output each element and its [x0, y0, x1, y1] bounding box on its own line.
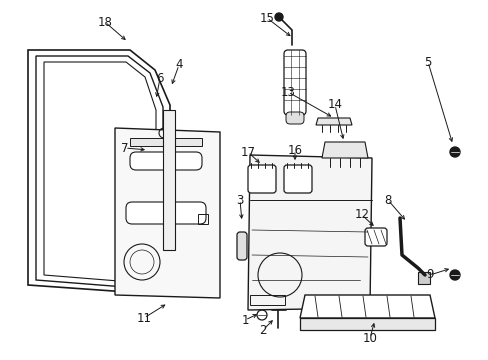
- Text: 9: 9: [426, 269, 433, 282]
- FancyBboxPatch shape: [126, 202, 205, 224]
- FancyBboxPatch shape: [130, 152, 202, 170]
- Text: 18: 18: [98, 15, 112, 28]
- Bar: [249, 295, 285, 305]
- Polygon shape: [28, 50, 170, 295]
- Text: 7: 7: [121, 141, 128, 154]
- Polygon shape: [247, 155, 371, 310]
- Text: 13: 13: [280, 85, 295, 99]
- FancyBboxPatch shape: [247, 165, 275, 193]
- Polygon shape: [321, 142, 367, 158]
- Bar: [130, 138, 202, 146]
- Text: 10: 10: [362, 332, 377, 345]
- Text: 11: 11: [136, 311, 151, 324]
- FancyBboxPatch shape: [285, 112, 304, 124]
- Bar: [417, 272, 429, 284]
- Text: 4: 4: [175, 58, 183, 72]
- Polygon shape: [299, 295, 434, 318]
- Text: 17: 17: [240, 145, 255, 158]
- Text: 2: 2: [259, 324, 266, 337]
- Bar: [163, 110, 175, 250]
- Text: 12: 12: [354, 208, 369, 221]
- Polygon shape: [36, 56, 163, 290]
- Polygon shape: [44, 62, 156, 284]
- FancyBboxPatch shape: [237, 232, 246, 260]
- FancyBboxPatch shape: [364, 228, 386, 246]
- Polygon shape: [299, 318, 434, 330]
- FancyBboxPatch shape: [284, 165, 311, 193]
- Bar: [198, 214, 207, 224]
- Text: 6: 6: [156, 72, 163, 85]
- Text: 8: 8: [384, 194, 391, 207]
- Polygon shape: [115, 128, 220, 298]
- Text: 3: 3: [236, 194, 243, 207]
- Text: 5: 5: [424, 55, 431, 68]
- Text: 15: 15: [259, 12, 274, 24]
- FancyBboxPatch shape: [284, 50, 305, 115]
- Text: 1: 1: [241, 314, 248, 327]
- Polygon shape: [315, 118, 351, 125]
- Circle shape: [274, 13, 283, 21]
- Circle shape: [449, 270, 459, 280]
- Text: 14: 14: [327, 99, 342, 112]
- Text: 16: 16: [287, 144, 302, 157]
- Circle shape: [449, 147, 459, 157]
